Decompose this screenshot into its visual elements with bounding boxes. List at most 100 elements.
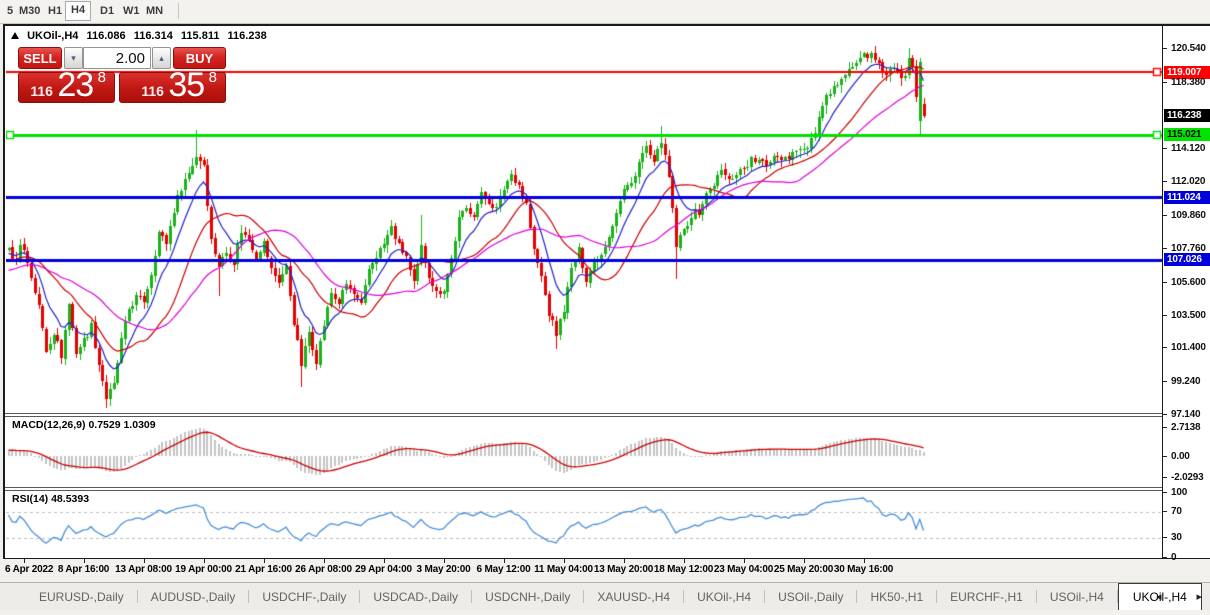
chart-tab-usoil-h4[interactable]: USOil-,H4 bbox=[1049, 589, 1104, 604]
chart-tab-usoil-daily[interactable]: USOil-,Daily bbox=[778, 589, 844, 604]
rsi-pane-separator[interactable] bbox=[5, 487, 1162, 491]
chart-tab-usdchf-daily[interactable]: USDCHF-,Daily bbox=[262, 589, 347, 604]
ohlc-close: 116.238 bbox=[227, 30, 267, 42]
timeframe-button-d1[interactable]: D1 bbox=[100, 5, 115, 17]
timeframe-button-w1[interactable]: W1 bbox=[123, 5, 140, 17]
time-axis-label: 3 May 20:00 bbox=[416, 564, 471, 575]
time-axis-tick bbox=[204, 559, 205, 563]
buy-button[interactable]: BUY bbox=[173, 47, 226, 69]
axis-tick bbox=[1163, 347, 1167, 349]
tab-divider bbox=[359, 590, 361, 603]
tab-divider bbox=[764, 590, 766, 603]
time-axis-tick bbox=[144, 559, 145, 563]
volume-input[interactable] bbox=[83, 47, 151, 69]
time-axis-tick bbox=[864, 559, 865, 563]
macd-pane-separator[interactable] bbox=[5, 413, 1162, 417]
chart-tab-bar: EURUSD-,Daily AUDUSD-,Daily USDCHF-,Daily U… bbox=[0, 582, 1210, 611]
bid-price-whole: 116 bbox=[30, 83, 53, 99]
chart-tab-hk50-h1[interactable]: HK50-,H1 bbox=[870, 589, 924, 604]
toolbar-divider bbox=[178, 3, 179, 19]
rsi-label: RSI(14) 48.5393 bbox=[12, 493, 90, 505]
time-axis-label: 21 Apr 16:00 bbox=[235, 564, 292, 575]
tab-divider bbox=[1035, 590, 1037, 603]
price-axis-label: 105.600 bbox=[1163, 276, 1206, 289]
price-axis-label: 107.760 bbox=[1163, 242, 1206, 255]
chart-tab-eurusd-daily[interactable]: EURUSD-,Daily bbox=[39, 589, 124, 604]
price-axis-label: 112.020 bbox=[1163, 175, 1205, 188]
bid-price-pips: 23 bbox=[57, 66, 94, 104]
price-axis-label: 109.860 bbox=[1163, 209, 1206, 222]
price-axis-badge-red: 119.007 bbox=[1164, 65, 1210, 79]
axis-tick bbox=[1163, 414, 1167, 416]
chart-header: UKOil-,H4 116.086 116.314 115.811 116.23… bbox=[11, 30, 272, 42]
macd-label: MACD(12,26,9) 0.7529 1.0309 bbox=[12, 419, 156, 431]
time-axis-label: 6 May 12:00 bbox=[476, 564, 531, 575]
chart-tab-usdcnh-daily[interactable]: USDCNH-,Daily bbox=[485, 589, 571, 604]
price-axis-label: 120.540 bbox=[1163, 42, 1206, 55]
axis-tick bbox=[1163, 81, 1167, 83]
tab-divider bbox=[856, 590, 858, 603]
time-axis-tick bbox=[444, 559, 445, 563]
price-axis-label: 101.400 bbox=[1163, 341, 1206, 354]
volume-down-icon: ▾ bbox=[71, 53, 76, 63]
axis-tick bbox=[1163, 247, 1167, 249]
tab-scroll-right-icon[interactable]: ▸ bbox=[1196, 591, 1202, 603]
axis-tick bbox=[1163, 47, 1167, 49]
price-chart-canvas[interactable] bbox=[6, 26, 1162, 558]
price-axis-label: 114.120 bbox=[1163, 142, 1205, 155]
axis-tick bbox=[1163, 427, 1167, 428]
time-axis-tick bbox=[264, 559, 265, 563]
axis-tick bbox=[1163, 537, 1167, 538]
time-axis-tick bbox=[804, 559, 805, 563]
time-axis-label: 29 Apr 04:00 bbox=[355, 564, 412, 575]
price-axis-label: 118.380 bbox=[1163, 76, 1205, 89]
volume-up-button[interactable]: ▴ bbox=[152, 47, 171, 69]
time-axis-label: 19 Apr 00:00 bbox=[175, 564, 232, 575]
time-axis-label: 13 May 20:00 bbox=[593, 564, 654, 575]
chart-tab-eurchf-h1[interactable]: EURCHF-,H1 bbox=[950, 589, 1023, 604]
axis-tick bbox=[1163, 556, 1167, 558]
volume-down-button[interactable]: ▾ bbox=[64, 47, 83, 69]
rsi-axis-label: 100 bbox=[1163, 486, 1187, 499]
tab-scroll-left-icon[interactable]: ◂ bbox=[1156, 591, 1162, 603]
time-axis-label: 30 May 16:00 bbox=[833, 564, 894, 575]
axis-tick bbox=[1163, 181, 1167, 183]
time-axis-tick bbox=[24, 559, 25, 563]
volume-up-icon: ▴ bbox=[159, 53, 164, 63]
timeframe-button-mn[interactable]: MN bbox=[146, 5, 164, 17]
bid-price-box[interactable]: 116 23 8 bbox=[18, 68, 115, 103]
price-axis-badge-black: 116.238 bbox=[1164, 109, 1210, 123]
macd-axis-label: -2.0293 bbox=[1163, 471, 1204, 484]
rsi-axis-label: 0 bbox=[1163, 551, 1177, 564]
ask-price-box[interactable]: 116 35 8 bbox=[119, 68, 226, 103]
price-axis[interactable]: 120.540 119.007 118.380 116.238 115.021 114.1… bbox=[1162, 26, 1210, 563]
axis-tick bbox=[1163, 455, 1167, 457]
price-axis-badge-green: 115.021 bbox=[1164, 128, 1210, 142]
macd-axis-label: 2.7138 bbox=[1163, 421, 1201, 434]
tab-divider bbox=[683, 590, 685, 603]
price-axis-label: 99.240 bbox=[1163, 375, 1201, 388]
sell-button[interactable]: SELL bbox=[18, 47, 62, 69]
chart-tab-ukoil-h4[interactable]: UKOil-,H4 bbox=[697, 589, 752, 604]
timeframe-button-5[interactable]: 5 bbox=[7, 5, 14, 17]
timeframe-button-h1[interactable]: H1 bbox=[48, 5, 63, 17]
time-axis[interactable]: 6 Apr 2022 8 Apr 16:00 13 Apr 08:00 19 Apr … bbox=[0, 559, 1210, 582]
price-axis-label: 97.140 bbox=[1163, 408, 1201, 421]
price-axis-badge-blue: 111.024 bbox=[1164, 190, 1210, 204]
timeframe-button-m30[interactable]: M30 bbox=[19, 5, 41, 17]
collapse-triangle-icon[interactable] bbox=[11, 32, 19, 39]
chart-tab-active-ukoil-h4[interactable]: UKOil-,H4 bbox=[1117, 583, 1202, 611]
chart-tab-audusd-daily[interactable]: AUDUSD-,Daily bbox=[150, 589, 236, 604]
axis-tick bbox=[1163, 148, 1167, 150]
macd-axis-label: 0.00 bbox=[1163, 450, 1190, 463]
chart-tab-usdcad-daily[interactable]: USDCAD-,Daily bbox=[373, 589, 459, 604]
timeframe-button-h4[interactable]: H4 bbox=[65, 1, 92, 21]
time-axis-tick bbox=[504, 559, 505, 563]
ohlc-low: 115.811 bbox=[180, 30, 220, 42]
time-axis-label: 26 Apr 08:00 bbox=[295, 564, 352, 575]
time-axis-tick bbox=[564, 559, 565, 563]
time-axis-label: 6 Apr 2022 bbox=[5, 564, 54, 575]
timeframe-toolbar: 5 M30 H1 H4 D1 W1 MN bbox=[0, 0, 1210, 24]
chart-tab-xauusd-h4[interactable]: XAUUSD-,H4 bbox=[597, 589, 671, 604]
tab-divider bbox=[136, 590, 138, 603]
